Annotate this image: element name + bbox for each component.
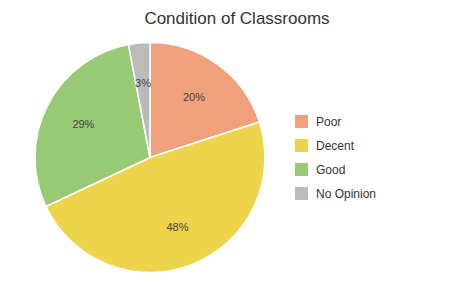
pie-slice <box>128 43 150 158</box>
chart-container: Condition of Classrooms 20% 48% 29% 3% Poor De… <box>0 0 474 283</box>
chart-title: Condition of Classrooms <box>144 9 329 28</box>
data-label: 29% <box>72 118 94 130</box>
legend-swatch <box>295 187 308 200</box>
data-label: 20% <box>183 91 205 103</box>
legend-item: Poor <box>295 115 341 129</box>
data-label: 48% <box>167 221 189 233</box>
legend-swatch <box>295 163 308 176</box>
legend-item: Good <box>295 163 345 177</box>
legend-label: Poor <box>316 115 341 129</box>
legend-item: Decent <box>295 139 355 153</box>
legend-label: Good <box>316 163 345 177</box>
legend: Poor Decent Good No Opinion <box>295 115 376 201</box>
legend-label: Decent <box>316 139 355 153</box>
legend-swatch <box>295 139 308 152</box>
pie: 20% 48% 29% 3% <box>35 43 265 273</box>
legend-label: No Opinion <box>316 187 376 201</box>
chart-svg: Condition of Classrooms 20% 48% 29% 3% Poor De… <box>0 0 474 283</box>
legend-swatch <box>295 115 308 128</box>
legend-item: No Opinion <box>295 187 376 201</box>
data-label: 3% <box>135 77 151 89</box>
